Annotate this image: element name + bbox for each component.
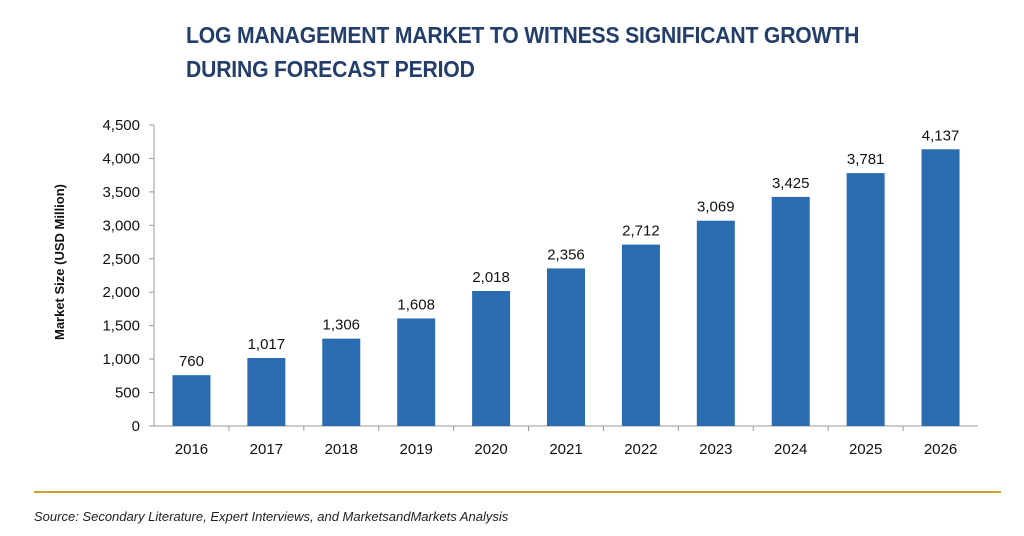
bar-value-label: 2,356 <box>547 246 585 263</box>
bar <box>921 149 960 426</box>
x-tick-label: 2025 <box>849 441 882 458</box>
x-tick-label: 2019 <box>399 441 432 458</box>
y-tick-label: 2,000 <box>102 284 140 301</box>
bar <box>771 196 810 426</box>
bar-value-label: 4,137 <box>922 127 960 144</box>
y-axis-title: Market Size (USD Million) <box>52 184 67 340</box>
chart-title: LOG MANAGEMENT MARKET TO WITNESS SIGNIFI… <box>186 22 860 82</box>
y-tick-label: 4,000 <box>102 150 140 167</box>
bar <box>172 375 211 426</box>
bar <box>472 291 511 426</box>
y-tick-label: 3,500 <box>102 184 140 201</box>
bar-value-label: 1,017 <box>248 336 286 353</box>
y-tick-label: 2,500 <box>102 251 140 268</box>
footer-divider <box>34 491 1001 493</box>
bar <box>247 357 286 426</box>
x-tick-label: 2021 <box>549 441 582 458</box>
bar <box>621 244 660 426</box>
bar-value-label: 2,712 <box>622 223 660 240</box>
bar-value-label: 3,069 <box>697 199 735 216</box>
y-tick-label: 500 <box>115 385 140 402</box>
bar-value-label: 1,608 <box>397 296 435 313</box>
bar <box>846 173 885 426</box>
bar <box>397 318 436 426</box>
x-tick-label: 2016 <box>175 441 208 458</box>
bar-value-label: 3,781 <box>847 151 885 168</box>
bars <box>172 149 960 426</box>
x-tick-label: 2020 <box>474 441 507 458</box>
bar <box>696 220 735 426</box>
bar <box>547 268 585 426</box>
source-note: Source: Secondary Literature, Expert Int… <box>34 509 509 524</box>
x-tick-label: 2024 <box>774 441 807 458</box>
x-tick-label: 2023 <box>699 441 732 458</box>
y-tick-label: 4,500 <box>102 117 140 134</box>
y-axis-title-group: Market Size (USD Million) <box>52 184 67 340</box>
x-tick-label: 2022 <box>624 441 657 458</box>
y-tick-label: 1,000 <box>102 351 140 368</box>
bar-value-label: 3,425 <box>772 175 810 192</box>
bar <box>322 338 361 426</box>
x-tick-label: 2026 <box>924 441 957 458</box>
y-tick-label: 3,000 <box>102 217 140 234</box>
bar-value-label: 2,018 <box>472 269 510 286</box>
x-tick-label: 2018 <box>325 441 358 458</box>
x-ticks: 2016 2017 2018 2019 2020 2021 2022 2023 2024 2025… <box>175 426 957 458</box>
bar-chart: Market Size (USD Million) 0 500 1,000 1,500… <box>52 117 978 458</box>
y-tick-label: 1,500 <box>102 318 140 335</box>
bar-value-label: 760 <box>179 353 204 370</box>
value-labels: 760 1,017 1,306 1,608 2,018 2,356 2,712 3,069 3,… <box>179 127 959 370</box>
y-ticks: 0 500 1,000 1,500 2,000 2,500 3,000 3,500 4,000 4… <box>102 117 154 435</box>
x-tick-label: 2017 <box>250 441 283 458</box>
bar-value-label: 1,306 <box>322 317 360 334</box>
y-tick-label: 0 <box>132 418 140 435</box>
